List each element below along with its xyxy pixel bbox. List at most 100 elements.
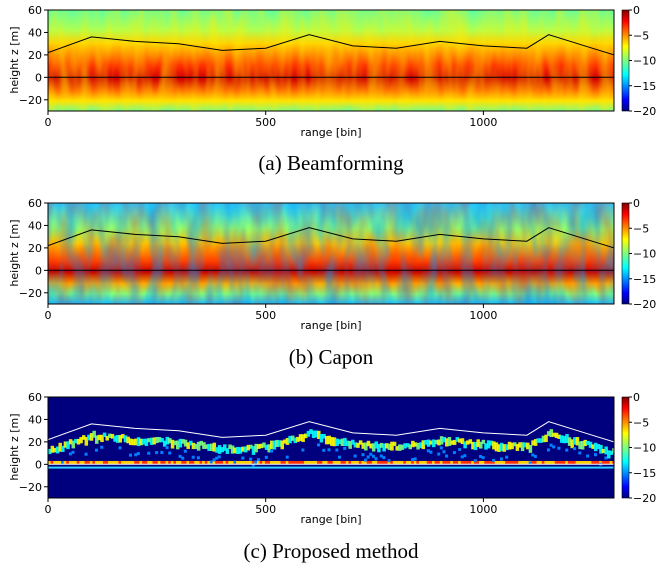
- canopy-return-mark: [486, 440, 491, 449]
- canopy-return-mark: [100, 445, 104, 449]
- caption-capon: (b) Capon: [289, 345, 374, 369]
- canopy-return-mark: [251, 463, 255, 467]
- canopy-return-mark: [322, 433, 326, 439]
- canopy-return-mark: [588, 441, 593, 448]
- x-tick-label: 500: [255, 116, 276, 129]
- canopy-return-mark: [557, 434, 561, 440]
- ground-return-mark: [364, 466, 368, 469]
- ground-return-mark: [499, 466, 503, 469]
- canopy-return-mark: [492, 458, 496, 462]
- x-tick-label: 1000: [469, 503, 497, 516]
- canopy-return-mark: [479, 441, 483, 449]
- axes-frame-proposed: [47, 396, 615, 499]
- caption-proposed: (c) Proposed method: [244, 539, 419, 563]
- ground-return-mark: [217, 466, 221, 469]
- canopy-return-mark: [288, 435, 292, 444]
- ground-return-mark: [575, 466, 579, 469]
- ground-return-mark: [596, 460, 600, 464]
- canopy-return-mark: [439, 446, 443, 450]
- canopy-return-mark: [476, 439, 480, 448]
- ground-return-mark: [562, 460, 566, 464]
- ground-return-mark: [178, 466, 182, 469]
- ground-return-mark: [89, 466, 93, 469]
- ground-return-mark: [486, 466, 490, 469]
- ground-return-mark: [100, 466, 104, 469]
- canopy-return-mark: [108, 433, 112, 438]
- canopy-return-mark: [374, 441, 379, 449]
- ground-return-mark: [136, 460, 140, 464]
- ground-return-mark: [121, 460, 125, 464]
- ground-return-mark: [593, 466, 597, 469]
- colorbar-ticks-proposed: 0 −5 −10 −15 −20: [629, 391, 656, 505]
- canopy-return-mark: [468, 439, 473, 444]
- ground-return-mark: [71, 460, 75, 464]
- ground-return-mark: [48, 460, 51, 464]
- canopy-return-mark: [484, 443, 488, 450]
- canopy-return-mark: [225, 448, 230, 454]
- canopy-return-mark: [196, 441, 201, 451]
- ground-return-mark: [228, 466, 232, 469]
- canopy-return-mark: [601, 448, 606, 454]
- ground-return-mark: [136, 466, 140, 469]
- canopy-return-mark: [301, 448, 305, 452]
- ground-return-mark: [74, 460, 78, 464]
- canopy-return-mark: [330, 437, 334, 446]
- ground-return-mark: [251, 466, 255, 469]
- ground-return-mark: [272, 460, 276, 464]
- canopy-return-mark: [379, 454, 383, 458]
- ground-return-mark: [366, 466, 370, 469]
- canopy-return-mark: [105, 435, 109, 441]
- ground-return-mark: [494, 466, 498, 469]
- ground-return-mark: [304, 460, 308, 464]
- ground-return-mark: [309, 460, 313, 464]
- canopy-return-mark: [262, 442, 266, 448]
- canopy-return-mark: [473, 459, 477, 463]
- canopy-return-mark: [586, 454, 590, 458]
- canopy-return-mark: [539, 438, 543, 443]
- ground-return-mark: [468, 460, 472, 464]
- canopy-return-mark: [499, 442, 504, 452]
- canopy-return-mark: [369, 452, 373, 456]
- canopy-return-mark: [549, 429, 554, 438]
- ground-return-mark: [549, 466, 553, 469]
- ground-return-mark: [567, 466, 571, 469]
- canopy-return-mark: [512, 442, 517, 447]
- canopy-return-mark: [290, 435, 295, 441]
- ground-return-mark: [557, 460, 561, 464]
- ground-return-mark: [416, 466, 420, 469]
- canopy-return-mark: [382, 443, 386, 452]
- canopy-return-mark: [387, 443, 392, 450]
- ground-return-mark: [170, 460, 174, 464]
- ground-return-mark: [604, 460, 608, 464]
- ground-return-mark: [189, 466, 193, 469]
- ground-return-mark: [118, 466, 122, 469]
- ground-return-mark: [264, 466, 268, 469]
- canopy-return-mark: [345, 440, 350, 447]
- ground-return-mark: [405, 466, 409, 469]
- canopy-return-mark: [596, 444, 601, 450]
- canopy-return-mark: [520, 442, 525, 452]
- ground-return-mark: [411, 466, 415, 469]
- canopy-return-mark: [183, 449, 187, 453]
- scatter-energy-proposed: [48, 429, 614, 469]
- canopy-return-mark: [87, 434, 91, 441]
- ground-return-mark: [220, 460, 224, 464]
- ground-return-mark: [102, 466, 106, 469]
- ylabel-beamforming: height z [m]: [8, 26, 21, 93]
- canopy-return-mark: [426, 439, 431, 447]
- canopy-return-mark: [518, 442, 522, 448]
- ground-return-mark: [439, 466, 443, 469]
- canopy-return-mark: [202, 442, 206, 449]
- ground-return-mark: [502, 460, 506, 464]
- canopy-return-mark: [560, 435, 564, 443]
- canopy-return-mark: [277, 440, 282, 447]
- canopy-return-mark: [181, 456, 185, 460]
- canopy-return-mark: [335, 438, 339, 447]
- ground-return-mark: [510, 466, 514, 469]
- canopy-return-mark: [536, 438, 541, 443]
- canopy-return-mark: [267, 444, 271, 453]
- ground-return-mark: [445, 460, 449, 464]
- ground-return-mark: [275, 466, 279, 469]
- x-tick-label: 500: [255, 503, 276, 516]
